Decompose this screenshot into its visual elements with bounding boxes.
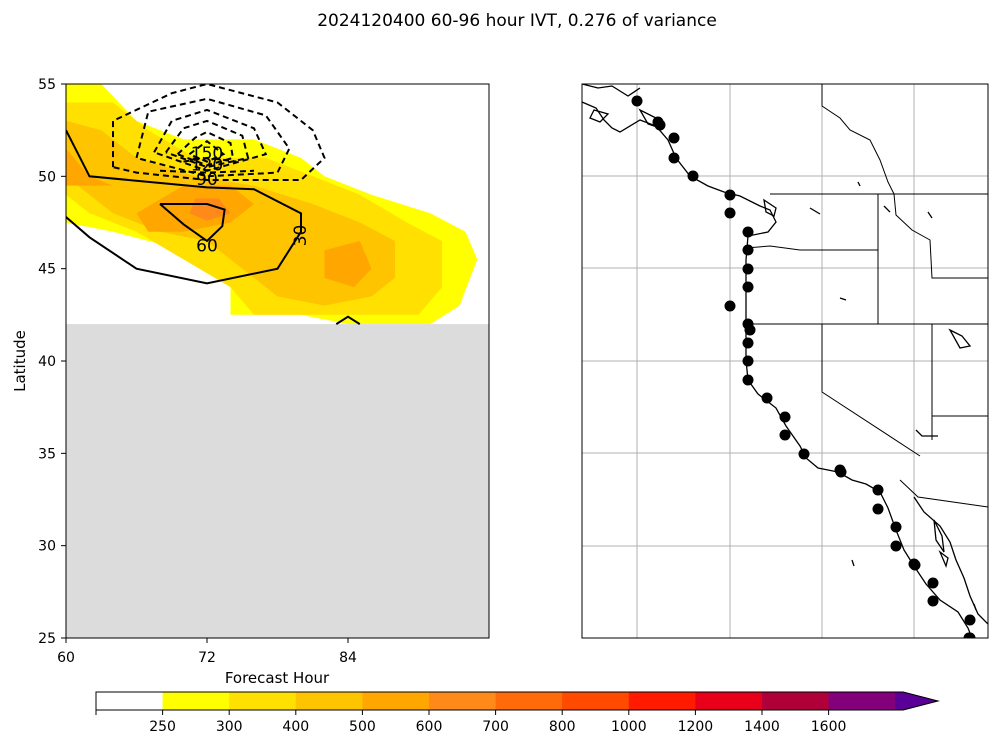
colorbar-segment — [429, 692, 497, 710]
y-tick-label: 45 — [38, 262, 56, 278]
station-marker — [668, 132, 680, 144]
contour-line — [159, 203, 226, 243]
x-axis-label: Forecast Hour — [225, 669, 330, 687]
y-axis-label: Latitude — [11, 330, 29, 392]
colorbar-tick-label: 1400 — [744, 719, 780, 735]
contour-label: 60 — [196, 237, 218, 257]
colorbar-segment — [562, 692, 630, 710]
colorbar-segment — [362, 692, 430, 710]
colorbar-tick-label: 400 — [282, 719, 309, 735]
figure-title: 2024120400 60-96 hour IVT, 0.276 of vari… — [317, 11, 717, 31]
station-marker — [724, 189, 736, 201]
contour-line — [112, 84, 326, 181]
colorbar-tick-label: 300 — [216, 719, 243, 735]
masked-region — [66, 324, 489, 638]
station-marker — [724, 300, 736, 312]
colorbar-tick-label: 700 — [482, 719, 509, 735]
y-tick-label: 55 — [38, 77, 56, 93]
contour-label: 90 — [196, 170, 218, 190]
colorbar-tick-label: 800 — [549, 719, 576, 735]
contour-line — [159, 169, 255, 174]
contour-line — [335, 315, 361, 325]
station-marker — [687, 170, 699, 182]
station-marker — [631, 95, 643, 107]
station-marker — [742, 337, 754, 349]
y-tick-label: 50 — [38, 169, 56, 185]
x-tick-label: 84 — [339, 650, 357, 666]
contour-label: 150 — [191, 144, 223, 164]
colorbar-extension — [895, 692, 938, 710]
ivt-fill-500 — [324, 241, 372, 288]
colorbar-tick-label: 1200 — [678, 719, 714, 735]
colorbar-tick-label: 500 — [349, 719, 376, 735]
colorbar-tick-label: 1600 — [811, 719, 847, 735]
colorbar: 250 300 400 500 600 700 800 1000 1200 1400 1600 — [95, 691, 940, 735]
contour-label: 30 — [291, 225, 311, 247]
colorbar-segment — [762, 692, 830, 710]
contour-line — [183, 156, 237, 163]
station-marker — [890, 521, 902, 533]
y-tick-label: 25 — [38, 631, 56, 647]
colorbar-segment — [695, 692, 763, 710]
ivt-fill-500 — [66, 148, 113, 186]
station-marker — [742, 355, 754, 367]
station-marker — [742, 244, 754, 256]
contour-line — [188, 139, 226, 163]
contour-label: 120 — [191, 155, 223, 175]
colorbar-tick-label: 1000 — [611, 719, 647, 735]
station-marker — [798, 448, 810, 460]
contour-line — [135, 97, 291, 178]
contour-line — [66, 129, 302, 285]
contour-line — [153, 108, 268, 172]
station-marker — [872, 484, 884, 496]
colorbar-segment — [162, 692, 230, 710]
y-tick-label: 35 — [38, 446, 56, 462]
colorbar-segment — [96, 692, 164, 710]
station-marker — [890, 540, 902, 552]
map-gridlines — [582, 84, 988, 638]
x-tick-label: 60 — [57, 650, 75, 666]
station-marker — [742, 226, 754, 238]
borders — [745, 84, 988, 508]
y-tick-label: 40 — [38, 354, 56, 370]
right-axes-frame — [581, 83, 989, 639]
colorbar-outline — [95, 691, 940, 711]
x-tick-label: 72 — [198, 650, 216, 666]
colorbar-segment — [229, 692, 297, 710]
coastline-map-panel — [581, 83, 989, 639]
station-marker — [761, 392, 773, 404]
colorbar-segment — [828, 692, 896, 710]
station-marker — [964, 614, 976, 626]
station-marker — [963, 632, 975, 638]
station-marker — [742, 374, 754, 386]
station-marker — [834, 464, 846, 476]
station-marker — [909, 559, 921, 571]
colorbar-tick-label: 600 — [416, 719, 443, 735]
station-marker — [668, 152, 680, 164]
colorbar-tick-label: 250 — [149, 719, 176, 735]
station-marker — [927, 595, 939, 607]
station-marker — [927, 577, 939, 589]
station-marker — [779, 411, 791, 423]
colorbar-segment — [295, 692, 363, 710]
station-markers — [631, 95, 976, 638]
station-marker — [724, 207, 736, 219]
y-tick-label: 30 — [38, 539, 56, 555]
station-marker — [744, 324, 756, 336]
contour-line — [176, 130, 235, 167]
colorbar-segment — [628, 692, 696, 710]
station-marker — [779, 429, 791, 441]
station-marker — [872, 503, 884, 515]
contour-line — [165, 119, 250, 169]
station-marker — [742, 281, 754, 293]
colorbar-segment — [495, 692, 563, 710]
station-marker — [654, 119, 666, 131]
station-marker — [742, 263, 754, 275]
